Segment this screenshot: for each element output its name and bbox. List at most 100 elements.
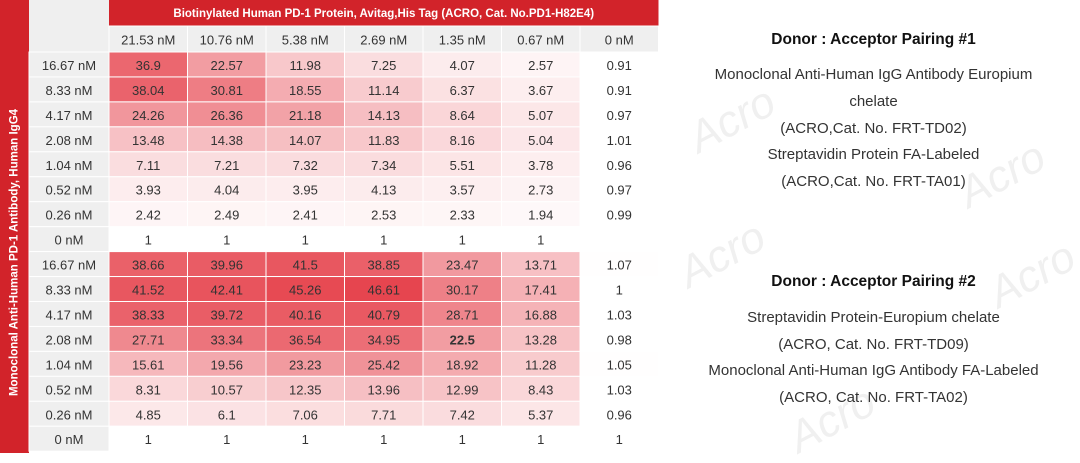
cell-value-label: 1 [616,283,623,298]
heatmap-cell [344,126,424,153]
heatmap-cell [579,176,659,203]
heatmap-cell [422,276,502,302]
column-header-label: 1.35 nM [439,33,486,48]
heatmap-cell [108,301,188,327]
cell-value-label: 7.71 [371,407,396,422]
cell-value-label: 46.61 [367,283,400,298]
cell-value-label: 38.66 [132,258,165,273]
row-header-label: 8.33 nM [46,83,93,98]
heatmap-cell [422,151,502,178]
heatmap-chart: Monoclonal Anti-Human PD-1 Antibody, Hum… [0,0,659,453]
chart-title: Biotinylated Human PD-1 Protein, Avitag,… [173,8,594,20]
cell-value-label: 7.34 [371,158,396,173]
column-header-label: 5.38 nM [282,33,329,48]
heatmap-cell [344,325,424,352]
cell-value-label: 2.57 [528,58,553,73]
row-header-label: 2.08 nM [46,133,93,148]
column-header-cell [422,25,502,53]
cell-value-label: 26.36 [210,108,243,123]
heatmap-cell [579,126,659,153]
heatmap-cell [187,226,267,253]
cell-value-label: 38.85 [367,258,400,273]
row-header-cell [28,251,110,278]
pairing-2-line: Streptavidin Protein-Europium chelate [747,309,1000,326]
cell-value-label: 3.78 [528,158,553,173]
pairing-2-line: (ACRO, Cat. No. FRT-TA02) [779,389,968,406]
cell-value-label: 1 [616,432,623,447]
cell-value-label: 13.71 [524,258,557,273]
cell-value-label: 4.13 [371,183,396,198]
row-header-cell [28,126,110,153]
cell-value-label: 13.48 [132,133,165,148]
heatmap-cell [265,425,345,452]
cell-value-label: 23.47 [446,258,479,273]
cell-value-label: 15.61 [132,357,165,372]
pairing-1-line: Streptavidin Protein FA-Labeled [767,146,980,163]
column-header-cell [579,25,659,53]
cell-value-label: 25.42 [367,357,400,372]
cell-value-label: 7.42 [450,407,475,422]
cell-value-label: 5.37 [528,407,553,422]
cell-value-label: 1.05 [607,357,632,372]
cell-value-label: 11.98 [289,58,321,73]
cell-value-label: 1 [145,233,152,248]
title-band [109,0,659,26]
heatmap-cell [579,425,659,452]
cell-value-label: 1 [380,432,387,447]
cell-value-label: 8.64 [450,108,475,123]
column-header-label: 21.53 nM [121,33,175,48]
heatmap-cell [579,226,659,253]
cell-value-label: 41.52 [132,283,165,298]
cell-value-label: 14.13 [367,108,400,123]
cell-value-label: 21.18 [289,108,322,123]
cell-value-label: 36.54 [289,332,322,347]
heatmap-cell [187,176,267,203]
corner-cell [29,0,109,52]
cell-value-label: 3.67 [528,83,553,98]
heatmap-cell [108,76,188,103]
cell-value-label: 39.96 [210,258,243,273]
row-header-cell [28,51,110,78]
cell-value-label: 7.32 [293,158,318,173]
cell-value-label: 13.28 [524,332,557,347]
cell-value-label: 39.72 [210,307,243,322]
cell-value-label: 7.06 [293,407,318,422]
cell-value-label: 0.97 [607,108,632,123]
cell-value-label: 33.34 [210,332,243,347]
heatmap-cell [579,350,659,377]
cell-value-label: 1 [537,233,544,248]
pairing-1-line: chelate [849,93,898,110]
heatmap-cell [187,201,267,228]
cell-value-label: 7.21 [214,158,239,173]
cell-value-label: 2.53 [371,208,396,223]
cell-value-label: 8.16 [450,133,475,148]
cell-value-label: 1 [145,432,152,447]
pairing-1-title: Donor : Acceptor Pairing #1 [771,31,976,48]
cell-value-label: 4.07 [450,58,475,73]
heatmap-cell [187,51,267,78]
pairing-1-line: Monoclonal Anti-Human IgG Antibody Europ… [714,66,1033,83]
cell-value-label: 6.1 [218,407,236,422]
heatmap-cell [187,325,267,352]
heatmap-cell [501,101,581,128]
cell-value-label: 12.99 [446,382,479,397]
cell-value-label: 22.57 [210,58,243,73]
cell-value-label: 5.07 [528,108,553,123]
cell-value-label: 17.41 [524,283,557,298]
row-header-label: 0.52 nM [46,382,93,397]
cell-value-label: 0.97 [607,183,632,198]
cell-value-label: 36.9 [136,58,161,73]
cell-value-label: 4.04 [214,183,239,198]
row-header-label: 0 nM [55,432,84,447]
cell-value-label: 12.35 [289,382,322,397]
column-header-label: 0.67 nM [517,33,564,48]
heatmap-cell [579,76,659,103]
heatmap-svg: Monoclonal Anti-Human PD-1 Antibody, Hum… [0,0,659,453]
column-header-label: 0 nM [605,33,634,48]
cell-value-label: 7.11 [136,158,160,173]
heatmap-cell [265,151,345,178]
cell-value-label: 40.79 [367,307,400,322]
heatmap-cell [344,176,424,203]
heatmap-cell [579,375,659,402]
cell-value-label: 1.01 [607,133,632,148]
